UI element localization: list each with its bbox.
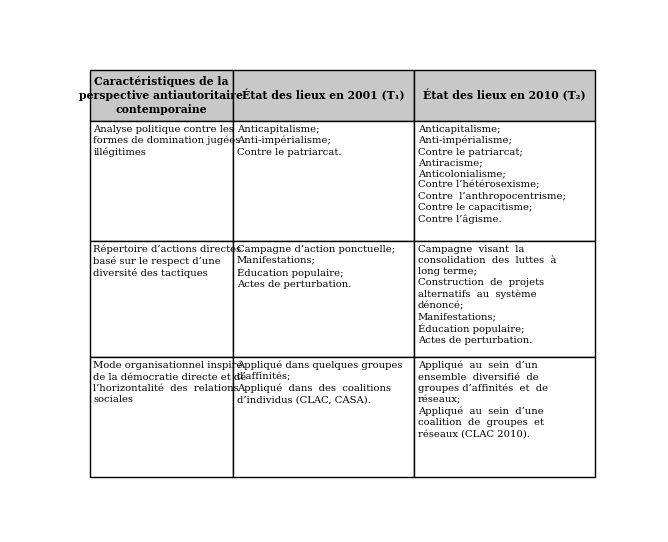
Bar	[414, 241, 595, 357]
Text: État des lieux en 2010 (T₂): État des lieux en 2010 (T₂)	[424, 89, 586, 102]
Text: État des lieux en 2001 (T₁): État des lieux en 2001 (T₁)	[242, 89, 405, 102]
Text: Analyse politique contre les
formes de domination jugées
illégitimes: Analyse politique contre les formes de d…	[94, 125, 240, 157]
Bar	[233, 241, 414, 357]
Text: Mode organisationnel inspiré
de la démocratie directe et de
l’horizontalité  des: Mode organisationnel inspiré de la démoc…	[94, 361, 246, 404]
Text: Répertoire d’actions directes
basé sur le respect d’une
diversité des tactiques: Répertoire d’actions directes basé sur l…	[94, 245, 242, 278]
Bar	[233, 357, 414, 478]
Bar	[90, 241, 233, 357]
Bar	[90, 357, 233, 478]
Bar	[90, 121, 233, 241]
Text: Caractéristiques de la
perspective antiautoritaire
contemporaine: Caractéristiques de la perspective antia…	[79, 76, 243, 115]
Text: Appliqué  au  sein  d’un
ensemble  diversifié  de
groupes d’affinités  et  de
ré: Appliqué au sein d’un ensemble diversifi…	[418, 361, 548, 438]
Text: Anticapitalisme;
Anti-impérialisme;
Contre le patriarcat.: Anticapitalisme; Anti-impérialisme; Cont…	[237, 125, 341, 157]
Bar	[414, 357, 595, 478]
Bar	[414, 70, 595, 121]
Bar	[233, 70, 414, 121]
Bar	[414, 121, 595, 241]
Bar	[233, 121, 414, 241]
Text: Campagne  visant  la
consolidation  des  luttes  à
long terme;
Construction  de : Campagne visant la consolidation des lut…	[418, 245, 556, 345]
Text: Campagne d’action ponctuelle;
Manifestations;
Éducation populaire;
Actes de pert: Campagne d’action ponctuelle; Manifestat…	[237, 245, 395, 289]
Text: Appliqué dans quelques groupes
d’affinités;
Appliqué  dans  des  coalitions
d’in: Appliqué dans quelques groupes d’affinit…	[237, 361, 403, 404]
Bar	[90, 70, 233, 121]
Text: Anticapitalisme;
Anti-impérialisme;
Contre le patriarcat;
Antiracisme;
Anticolon: Anticapitalisme; Anti-impérialisme; Cont…	[418, 125, 566, 224]
